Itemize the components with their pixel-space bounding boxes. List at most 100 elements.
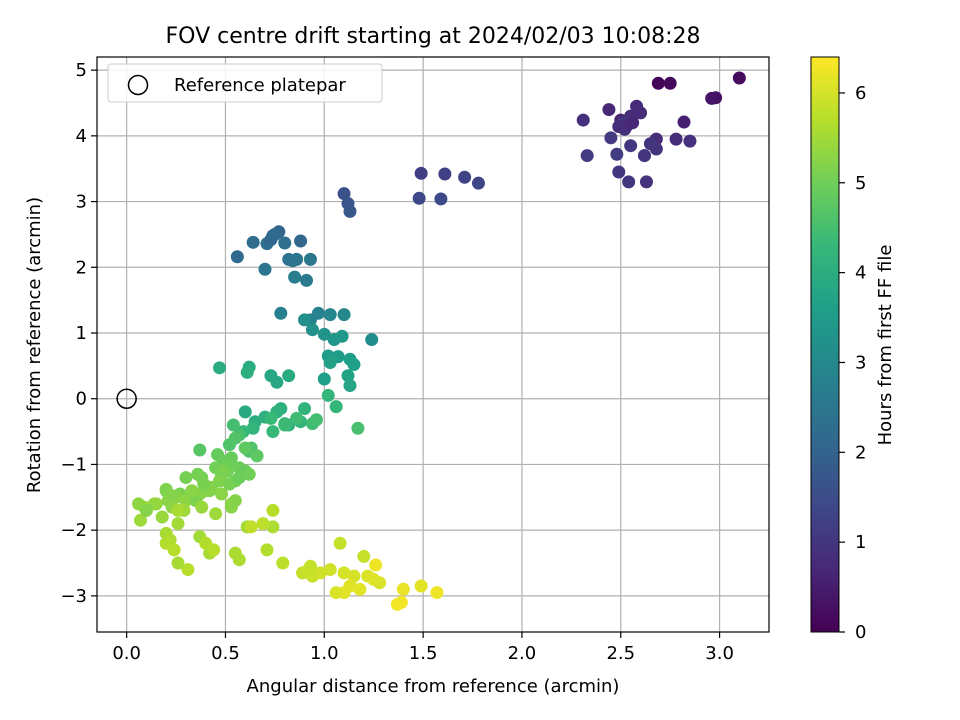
data-point [323,356,337,370]
data-point [282,369,296,383]
data-point [323,563,337,577]
x-tick-label: 2.5 [606,643,635,664]
data-point [179,471,193,485]
colorbar-gradient [810,56,840,633]
data-point [238,441,252,455]
legend-label-reference: Reference platepar [174,75,346,96]
data-point [274,306,288,320]
data-point [191,467,205,481]
data-point [244,520,258,534]
data-point [602,103,616,117]
x-tick-label: 0.5 [211,643,240,664]
data-point [414,579,428,593]
data-point [195,500,209,514]
data-point [313,566,327,580]
data-point [643,137,657,151]
data-point [651,76,665,90]
data-point [305,323,319,337]
y-tick-label: −3 [60,586,87,607]
data-point [139,503,153,517]
data-point [222,477,236,491]
data-point [242,467,256,481]
data-point [610,147,624,161]
data-point [171,503,185,517]
y-tick-label: 3 [76,192,87,213]
data-point [347,358,361,372]
data-point [290,252,304,266]
data-point [677,115,691,129]
data-point [438,167,452,181]
data-point [167,489,181,503]
data-point [266,503,280,517]
data-point [171,556,185,570]
data-point [216,464,230,478]
data-point [171,517,185,531]
data-point [238,405,252,419]
colorbar-tick-label: 6 [855,83,866,104]
data-point [341,369,355,383]
data-point [303,252,317,266]
y-tick-label: 1 [76,323,87,344]
colorbar-tick-label: 4 [855,263,866,284]
data-point [226,418,240,432]
data-point [179,494,193,508]
data-point [266,520,280,534]
colorbar-tick-label: 3 [855,352,866,373]
x-tick-label: 3.0 [705,643,734,664]
data-point [576,113,590,127]
data-point [185,484,199,498]
colorbar-tick-label: 1 [855,532,866,553]
data-point [430,586,444,600]
colorbar-tick-label: 2 [855,442,866,463]
data-point [311,306,325,320]
legend: Reference platepar [107,63,383,103]
y-axis-label: Rotation from reference (arcmin) [24,197,45,493]
data-point [215,487,229,501]
data-point [246,235,260,249]
data-point [412,191,426,205]
y-tick-label: 0 [76,389,87,410]
data-point [337,187,351,201]
data-point [298,313,312,327]
legend-box [107,63,383,103]
data-point [181,563,195,577]
data-point [228,494,242,508]
data-point [268,227,282,241]
data-point [612,165,626,179]
data-point [414,166,428,180]
data-point [300,273,314,287]
data-point [278,236,292,250]
data-point [357,549,371,563]
data-point [133,513,147,527]
x-tick-label: 1.0 [310,643,339,664]
data-point [232,553,246,567]
data-point [209,507,223,521]
data-point [394,595,408,609]
data-point [256,517,270,531]
data-point [270,375,284,389]
grid-lines [97,57,769,632]
data-point [580,149,594,163]
data-point [278,417,292,431]
data-point [458,170,472,184]
y-tick-label: 5 [76,60,87,81]
data-point [309,413,323,427]
data-point [343,204,357,218]
data-point [260,543,274,557]
data-point [373,576,387,590]
data-point [626,116,640,130]
colorbar-tick-label: 0 [855,622,866,643]
data-point [317,327,331,341]
data-point [329,586,343,600]
x-axis-label: Angular distance from reference (arcmin) [247,676,620,697]
data-point [276,556,290,570]
y-axis-ticks: −3 −2 −1 0 1 2 3 4 5 [60,60,97,607]
data-point [343,379,357,393]
data-point [471,176,485,190]
chart-title: FOV centre drift starting at 2024/02/03 … [166,24,701,49]
data-point [213,474,227,488]
reference-platepar-marker [116,388,137,409]
data-point [250,449,264,463]
plot-area-frame [96,56,770,633]
